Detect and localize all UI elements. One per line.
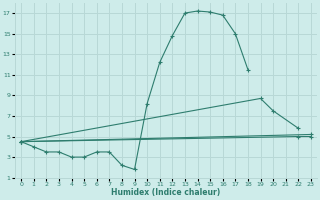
X-axis label: Humidex (Indice chaleur): Humidex (Indice chaleur) bbox=[111, 188, 221, 197]
